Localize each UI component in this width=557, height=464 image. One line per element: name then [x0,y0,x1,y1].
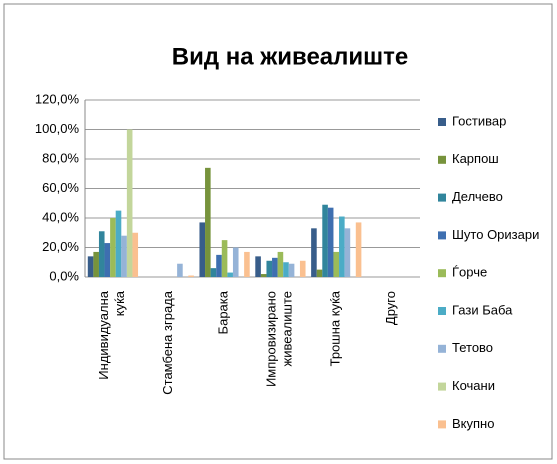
bar [121,235,127,277]
y-tick-label: 40,0% [42,209,79,224]
legend-label: Вкупно [452,416,494,431]
legend-label: Ѓорче [452,265,487,280]
bar [311,228,317,277]
bar [316,269,323,277]
legend-swatch [438,307,446,315]
bar [322,204,328,277]
y-tick-label: 120,0% [35,91,80,106]
bar [232,247,239,277]
bar [255,256,261,277]
bar [272,257,278,277]
x-tick-label: Импровизираноживеалиште [264,291,295,387]
legend-swatch [438,193,446,202]
bar [199,222,206,277]
bar [188,275,194,277]
legend-label: Гази Баба [452,302,513,317]
legend-swatch [438,344,446,353]
bar [93,251,99,277]
bar [283,262,289,277]
bar [266,260,273,277]
legend-swatch [438,269,446,278]
x-tick-label: Трошна куќа [328,290,343,366]
legend-swatch [438,420,446,429]
bar [98,231,105,277]
y-tick-label: 60,0% [42,180,79,195]
bar [244,251,250,277]
x-tick-label: Друго [384,291,399,325]
legend-label: Карпош [452,151,499,166]
bar [355,222,362,277]
bar [260,274,267,277]
x-tick-label: Индивидуалнакуќа [96,290,127,379]
y-tick-label: 20,0% [42,239,79,254]
bar [126,129,133,277]
bar [87,256,94,277]
legend-swatch [438,382,446,391]
bar [205,167,211,277]
legend-label: Гостивар [452,113,506,128]
y-tick-label: 80,0% [42,150,79,165]
bar [104,243,111,277]
bar [227,272,233,277]
legend-swatch [438,231,446,240]
bar [277,251,284,277]
bar [299,260,306,277]
x-tick-label: Стамбена зграда [160,290,175,395]
legend-label: Кочани [452,378,495,393]
x-tick-label: Барака [216,290,231,334]
bar [344,228,351,277]
bar [333,251,340,277]
chart-border [3,3,553,460]
bar [177,263,183,277]
legend-label: Делчево [452,189,503,204]
legend-swatch [438,155,446,164]
chart-title: Вид на живеалиште [172,43,409,70]
bar [210,268,217,277]
y-tick-label: 0,0% [49,268,79,283]
bar [221,240,228,277]
bar [110,218,116,277]
bar [288,263,295,277]
legend-swatch [438,118,446,126]
bar [216,254,222,277]
bar [132,232,139,277]
bar [339,216,345,277]
legend-label: Шуто Оризари [452,227,539,242]
bar [115,210,122,277]
y-tick-label: 100,0% [35,121,80,136]
bar [327,207,334,277]
legend-label: Тетово [452,340,493,355]
